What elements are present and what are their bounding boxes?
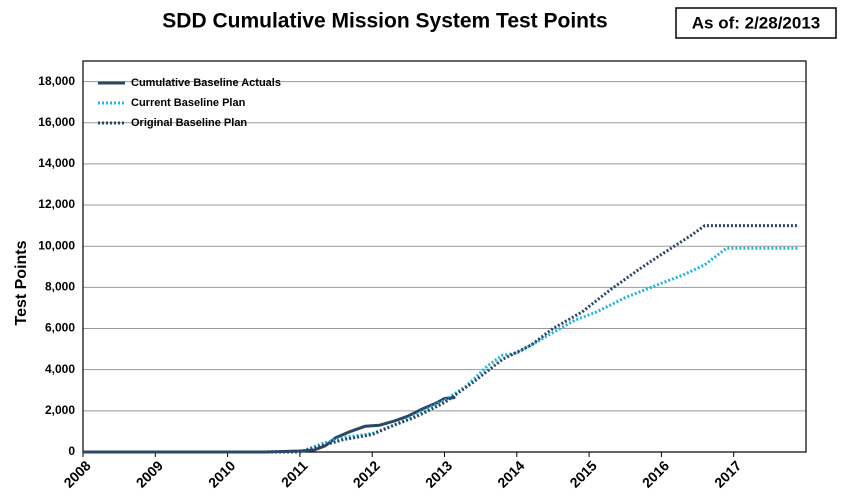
y-tick-label: 16,000	[38, 115, 75, 129]
y-tick-label: 8,000	[45, 280, 75, 294]
y-tick-label: 12,000	[38, 197, 75, 211]
annotation: As of: 2/28/2013	[692, 13, 821, 32]
y-tick-label: 6,000	[45, 321, 75, 335]
annotation-box	[675, 7, 837, 39]
x-tick-label: 2012	[350, 457, 383, 490]
x-tick-label: 2010	[205, 457, 238, 490]
x-tick-label: 2008	[60, 457, 93, 490]
x-tick-label: 2015	[566, 457, 599, 490]
x-tick-label: 2009	[133, 457, 166, 490]
y-tick-label: 0	[68, 444, 75, 458]
x-tick-label: 2014	[494, 457, 527, 490]
y-tick-label: 10,000	[38, 238, 75, 252]
y-axis-label: Test Points	[13, 240, 30, 325]
legend-label: Current Baseline Plan	[131, 97, 246, 109]
x-tick-label: 2017	[711, 457, 744, 490]
x-tick-label: 2013	[422, 457, 455, 490]
y-tick-label: 14,000	[38, 156, 75, 170]
legend-label: Cumulative Baseline Actuals	[131, 77, 281, 89]
y-tick-label: 2,000	[45, 403, 75, 417]
x-tick-label: 2016	[639, 457, 672, 490]
x-tick-label: 2011	[278, 457, 311, 490]
legend-label: Original Baseline Plan	[131, 117, 247, 129]
series-line	[83, 395, 456, 454]
series-line	[83, 224, 799, 454]
y-tick-label: 18,000	[38, 74, 75, 88]
chart-title: SDD Cumulative Mission System Test Point…	[162, 10, 607, 33]
y-tick-label: 4,000	[45, 362, 75, 376]
series-line	[83, 246, 799, 454]
